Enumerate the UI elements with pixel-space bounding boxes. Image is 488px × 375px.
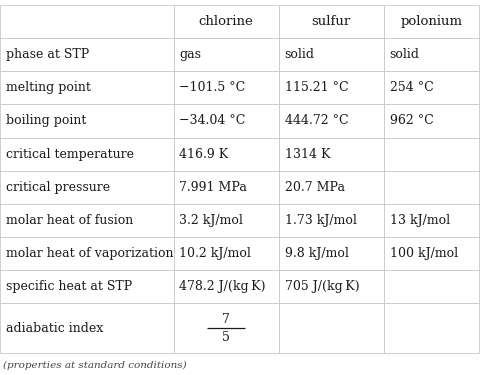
Bar [278, 104, 383, 138]
Bar [383, 5, 478, 38]
Text: melting point: melting point [6, 81, 91, 94]
Bar [383, 138, 478, 171]
Text: solid: solid [389, 48, 419, 61]
Text: 478.2 J/(kg K): 478.2 J/(kg K) [179, 280, 265, 293]
Bar [278, 138, 383, 171]
Text: 10.2 kJ/mol: 10.2 kJ/mol [179, 247, 251, 260]
Bar [278, 303, 383, 353]
Text: 5: 5 [222, 331, 230, 344]
Text: boiling point: boiling point [6, 114, 86, 128]
Text: critical temperature: critical temperature [6, 148, 134, 160]
Bar [0, 38, 173, 71]
Text: specific heat at STP: specific heat at STP [6, 280, 132, 293]
Bar [173, 204, 278, 237]
Bar [278, 204, 383, 237]
Bar [383, 71, 478, 104]
Text: solid: solid [284, 48, 314, 61]
Text: 7: 7 [222, 313, 230, 326]
Bar [173, 303, 278, 353]
Bar [173, 104, 278, 138]
Text: 9.8 kJ/mol: 9.8 kJ/mol [284, 247, 348, 260]
Bar [0, 303, 173, 353]
Bar [173, 38, 278, 71]
Bar [383, 104, 478, 138]
Text: phase at STP: phase at STP [6, 48, 89, 61]
Bar [173, 237, 278, 270]
Bar [383, 171, 478, 204]
Text: 962 °C: 962 °C [389, 114, 432, 128]
Text: (properties at standard conditions): (properties at standard conditions) [3, 360, 186, 370]
Text: 20.7 MPa: 20.7 MPa [284, 181, 344, 194]
Text: sulfur: sulfur [311, 15, 350, 28]
Text: 100 kJ/mol: 100 kJ/mol [389, 247, 457, 260]
Bar [0, 171, 173, 204]
Bar [173, 171, 278, 204]
Bar [173, 270, 278, 303]
Bar [383, 303, 478, 353]
Text: gas: gas [179, 48, 201, 61]
Bar [383, 204, 478, 237]
Text: polonium: polonium [400, 15, 462, 28]
Text: 1314 K: 1314 K [284, 148, 329, 160]
Text: chlorine: chlorine [199, 15, 253, 28]
Bar [173, 5, 278, 38]
Text: 3.2 kJ/mol: 3.2 kJ/mol [179, 214, 243, 227]
Bar [173, 71, 278, 104]
Text: 13 kJ/mol: 13 kJ/mol [389, 214, 449, 227]
Bar [383, 237, 478, 270]
Bar [383, 38, 478, 71]
Bar [278, 38, 383, 71]
Bar [0, 104, 173, 138]
Bar [0, 71, 173, 104]
Text: 115.21 °C: 115.21 °C [284, 81, 347, 94]
Bar [0, 138, 173, 171]
Bar [383, 270, 478, 303]
Bar [0, 204, 173, 237]
Bar [0, 237, 173, 270]
Text: adiabatic index: adiabatic index [6, 322, 103, 334]
Text: molar heat of vaporization: molar heat of vaporization [6, 247, 173, 260]
Text: −34.04 °C: −34.04 °C [179, 114, 245, 128]
Text: 1.73 kJ/mol: 1.73 kJ/mol [284, 214, 356, 227]
Bar [173, 138, 278, 171]
Text: critical pressure: critical pressure [6, 181, 110, 194]
Bar [0, 5, 173, 38]
Text: 416.9 K: 416.9 K [179, 148, 228, 160]
Bar [278, 5, 383, 38]
Text: 444.72 °C: 444.72 °C [284, 114, 347, 128]
Text: molar heat of fusion: molar heat of fusion [6, 214, 133, 227]
Text: −101.5 °C: −101.5 °C [179, 81, 245, 94]
Text: 254 °C: 254 °C [389, 81, 432, 94]
Text: 7.991 MPa: 7.991 MPa [179, 181, 247, 194]
Bar [278, 270, 383, 303]
Bar [278, 171, 383, 204]
Bar [278, 237, 383, 270]
Text: 705 J/(kg K): 705 J/(kg K) [284, 280, 359, 293]
Bar [278, 71, 383, 104]
Bar [0, 270, 173, 303]
